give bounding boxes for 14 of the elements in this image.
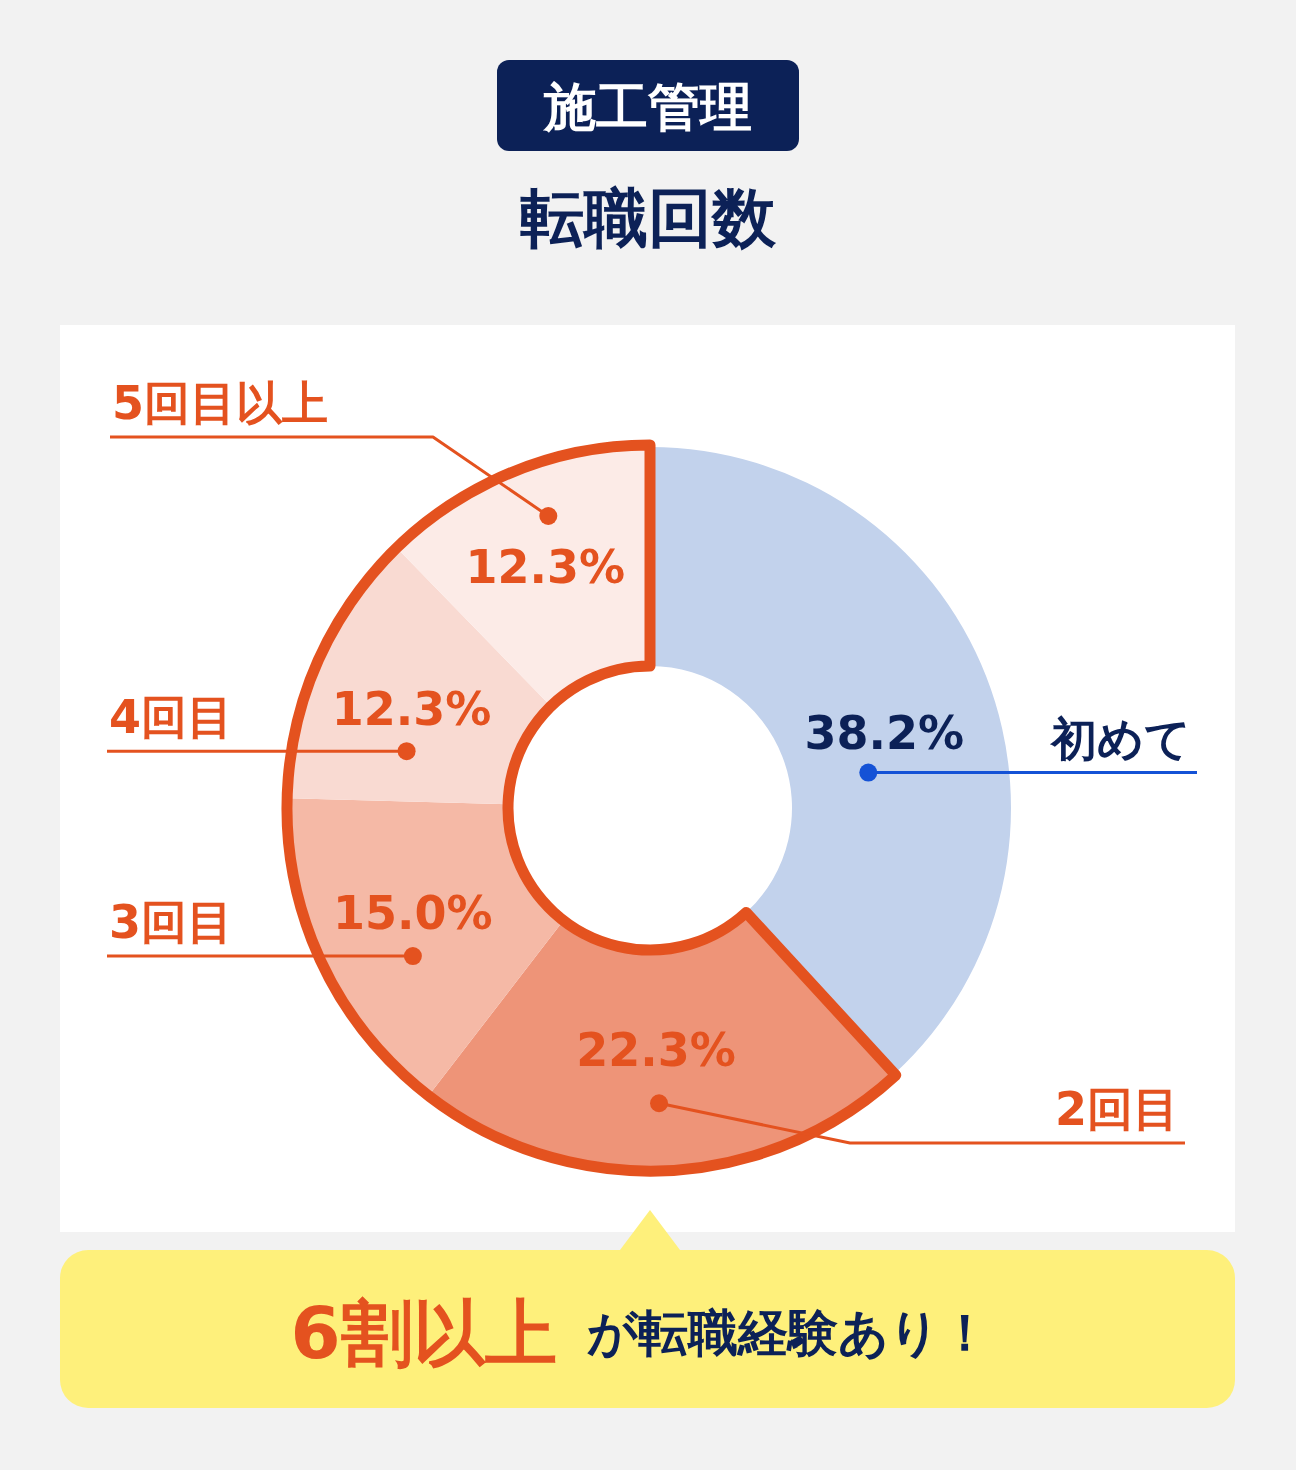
slice-label: 3回目: [109, 895, 234, 950]
data-label: 38.2%: [804, 705, 965, 760]
chart-subtitle: 施工管理: [542, 77, 752, 137]
slice-label: 4回目: [109, 690, 234, 745]
data-label: 12.3%: [465, 540, 626, 595]
chart-title: 転職回数: [520, 181, 777, 255]
data-label: 12.3%: [331, 682, 492, 737]
data-label: 15.0%: [333, 886, 493, 941]
text: が転職経験あり！: [586, 1304, 990, 1362]
data-label: 22.3%: [576, 1023, 736, 1078]
slice-label: 初めて: [1049, 711, 1191, 766]
slice-label: 2回目: [1054, 1082, 1179, 1136]
slice-label: 5回目以上: [112, 376, 329, 430]
text: 6割以上: [290, 1291, 557, 1375]
